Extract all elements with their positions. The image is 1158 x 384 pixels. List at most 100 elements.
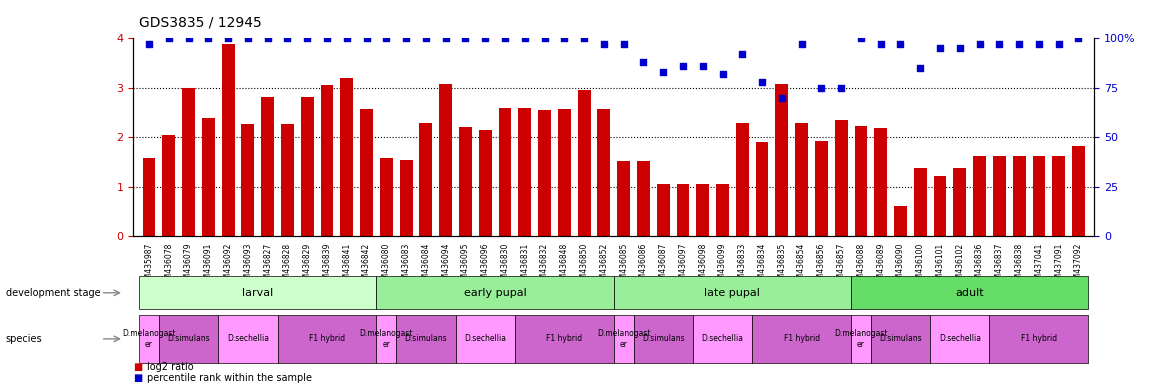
Bar bbox=[735, 123, 749, 236]
Text: F1 hybrid: F1 hybrid bbox=[309, 334, 345, 343]
Point bbox=[1029, 41, 1048, 47]
Bar bbox=[992, 156, 1006, 236]
Text: D.melanogast
er: D.melanogast er bbox=[123, 329, 176, 349]
Point bbox=[931, 45, 950, 51]
Bar bbox=[578, 90, 591, 236]
Point bbox=[555, 35, 573, 41]
Point bbox=[772, 94, 791, 101]
Text: larval: larval bbox=[242, 288, 273, 298]
Text: D.melanogast
er: D.melanogast er bbox=[360, 329, 413, 349]
Text: D.simulans: D.simulans bbox=[404, 334, 447, 343]
Text: D.sechellia: D.sechellia bbox=[939, 334, 981, 343]
Bar bbox=[676, 184, 689, 236]
Point bbox=[872, 41, 891, 47]
Point bbox=[1010, 41, 1028, 47]
Bar bbox=[499, 108, 512, 236]
Point bbox=[219, 35, 237, 41]
Point bbox=[615, 41, 633, 47]
Point bbox=[654, 69, 673, 75]
Bar bbox=[617, 161, 630, 236]
Point bbox=[911, 65, 930, 71]
Bar bbox=[657, 184, 669, 236]
Bar bbox=[914, 168, 926, 236]
Point bbox=[456, 35, 475, 41]
Text: percentile rank within the sample: percentile rank within the sample bbox=[147, 373, 312, 383]
Bar bbox=[262, 97, 274, 236]
Text: D.sechellia: D.sechellia bbox=[702, 334, 743, 343]
Bar bbox=[855, 126, 867, 236]
Bar bbox=[1072, 146, 1085, 236]
Bar bbox=[201, 119, 214, 236]
Bar bbox=[360, 109, 373, 236]
Bar bbox=[321, 85, 334, 236]
Text: D.melanogast
er: D.melanogast er bbox=[596, 329, 651, 349]
Text: ■: ■ bbox=[133, 362, 142, 372]
Text: D.melanogast
er: D.melanogast er bbox=[834, 329, 888, 349]
Point bbox=[239, 35, 257, 41]
Point bbox=[278, 35, 296, 41]
Bar bbox=[538, 110, 551, 236]
Text: ■: ■ bbox=[133, 373, 142, 383]
Text: F1 hybrid: F1 hybrid bbox=[547, 334, 582, 343]
Point bbox=[1049, 41, 1068, 47]
Bar bbox=[419, 123, 432, 236]
Bar bbox=[874, 128, 887, 236]
Text: F1 hybrid: F1 hybrid bbox=[784, 334, 820, 343]
Point bbox=[358, 35, 376, 41]
Point bbox=[397, 35, 416, 41]
Point bbox=[317, 35, 336, 41]
Bar bbox=[796, 123, 808, 236]
Bar bbox=[340, 78, 353, 236]
Point bbox=[594, 41, 613, 47]
Bar bbox=[301, 97, 314, 236]
Bar bbox=[162, 135, 175, 236]
Bar bbox=[1053, 156, 1065, 236]
Point bbox=[851, 35, 870, 41]
Text: D.simulans: D.simulans bbox=[642, 334, 684, 343]
Point bbox=[713, 71, 732, 77]
Text: D.simulans: D.simulans bbox=[879, 334, 922, 343]
Bar bbox=[835, 120, 848, 236]
Point bbox=[792, 41, 811, 47]
Point bbox=[1069, 35, 1087, 41]
Point bbox=[753, 79, 771, 85]
Point bbox=[378, 35, 396, 41]
Point bbox=[258, 35, 277, 41]
Text: GDS3835 / 12945: GDS3835 / 12945 bbox=[139, 15, 262, 29]
Point bbox=[417, 35, 435, 41]
Text: log2 ratio: log2 ratio bbox=[147, 362, 193, 372]
Point bbox=[574, 35, 593, 41]
Text: D.sechellia: D.sechellia bbox=[464, 334, 506, 343]
Text: F1 hybrid: F1 hybrid bbox=[1021, 334, 1057, 343]
Bar bbox=[221, 44, 235, 236]
Point bbox=[990, 41, 1009, 47]
Bar bbox=[459, 127, 471, 236]
Bar bbox=[1013, 156, 1026, 236]
Point bbox=[179, 35, 198, 41]
Bar bbox=[894, 205, 907, 236]
Point bbox=[437, 35, 455, 41]
Text: adult: adult bbox=[955, 288, 984, 298]
Point bbox=[496, 35, 514, 41]
Bar bbox=[696, 184, 709, 236]
Point bbox=[140, 41, 159, 47]
Bar bbox=[519, 108, 532, 236]
Bar bbox=[1033, 156, 1046, 236]
Bar bbox=[776, 84, 789, 236]
Point bbox=[515, 35, 534, 41]
Point bbox=[535, 35, 554, 41]
Text: D.simulans: D.simulans bbox=[167, 334, 210, 343]
Bar bbox=[182, 88, 195, 236]
Bar bbox=[242, 124, 255, 236]
Point bbox=[694, 63, 712, 69]
Bar bbox=[973, 156, 985, 236]
Text: development stage: development stage bbox=[6, 288, 101, 298]
Point bbox=[635, 59, 653, 65]
Point bbox=[160, 35, 178, 41]
Bar bbox=[953, 168, 966, 236]
Bar bbox=[478, 130, 492, 236]
Text: early pupal: early pupal bbox=[463, 288, 527, 298]
Bar bbox=[439, 84, 452, 236]
Point bbox=[337, 35, 356, 41]
Text: D.sechellia: D.sechellia bbox=[227, 334, 269, 343]
